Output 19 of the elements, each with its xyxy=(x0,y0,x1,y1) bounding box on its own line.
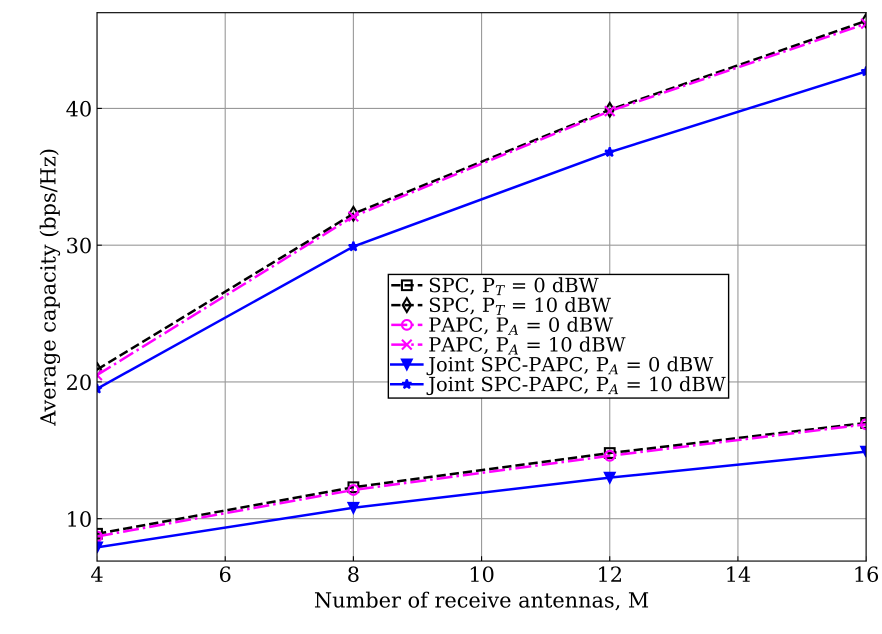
legend-label: Joint SPC-PAPC, P$_{A}$ = 10 dBW xyxy=(426,376,726,396)
x-tick-label: 14 xyxy=(727,566,750,582)
x-axis-title: Number of receive antennas, M xyxy=(314,592,648,610)
x-tick-label: 4 xyxy=(91,566,103,582)
y-tick-label: 30 xyxy=(67,238,91,254)
y-tick-label: 40 xyxy=(66,100,91,117)
x-tick-label: 8 xyxy=(348,566,359,582)
y-tick-label: 20 xyxy=(67,374,91,390)
legend-label: Joint SPC-PAPC, P$_{A}$ = 0 dBW xyxy=(426,356,714,376)
y-axis-title: Average capacity (bps/Hz) xyxy=(40,150,60,426)
x-tick-label: 10 xyxy=(470,566,494,582)
x-tick-label: 12 xyxy=(599,566,621,582)
legend-label: PAPC, P$_{A}$ = 0 dBW xyxy=(429,316,614,335)
legend-label: PAPC, P$_{A}$ = 10 dBW xyxy=(429,336,626,354)
legend-label: SPC, P$_{T}$ = 10 dBW xyxy=(430,297,611,315)
legend-label: SPC, P$_{T}$ = 0 dBW xyxy=(430,277,599,296)
y-tick-label: 10 xyxy=(68,511,91,527)
x-tick-label: 6 xyxy=(220,566,231,582)
x-tick-label: 16 xyxy=(855,566,878,582)
